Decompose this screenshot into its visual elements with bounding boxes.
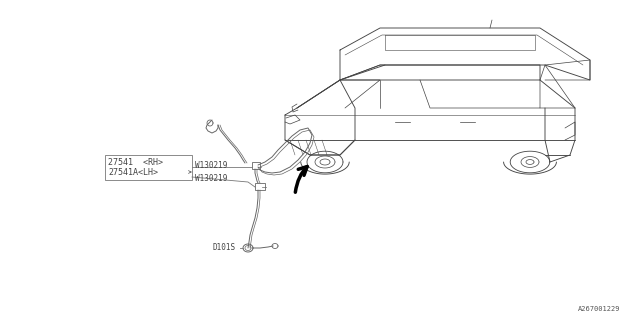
- Bar: [105, 155, 192, 180]
- Text: W130219: W130219: [195, 173, 227, 182]
- Text: 27541A<LH>: 27541A<LH>: [108, 167, 158, 177]
- Bar: [255, 183, 265, 190]
- Text: A267001229: A267001229: [577, 306, 620, 312]
- Text: D101S: D101S: [212, 244, 235, 252]
- Text: 27541  <RH>: 27541 <RH>: [108, 157, 163, 166]
- Bar: [252, 162, 260, 169]
- Text: W130219: W130219: [195, 161, 227, 170]
